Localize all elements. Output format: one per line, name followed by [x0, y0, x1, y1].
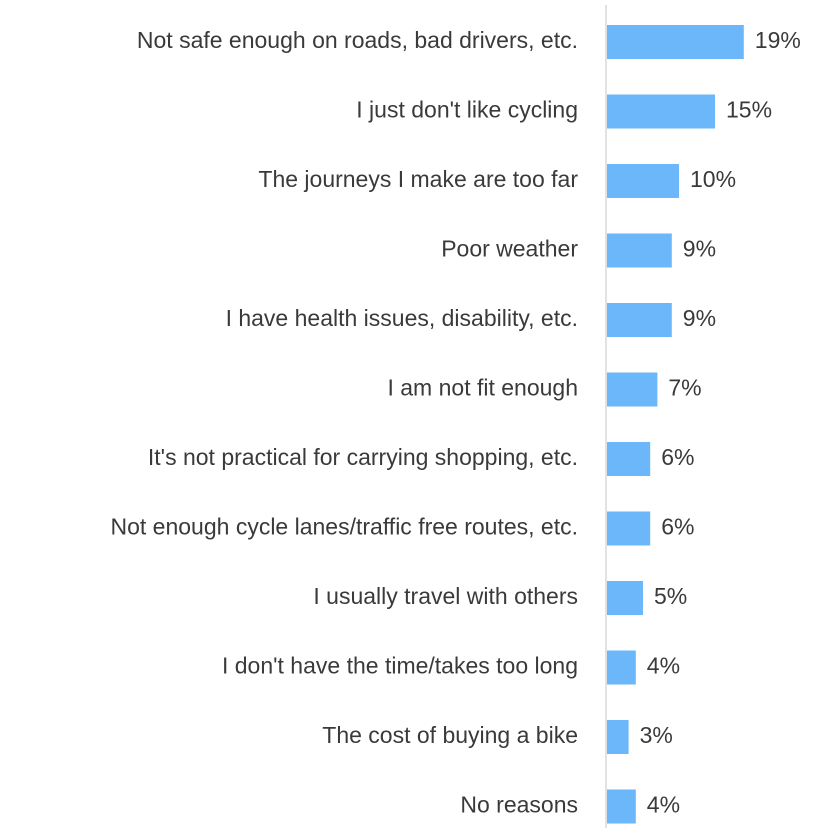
value-label: 4% [647, 653, 680, 679]
value-label: 10% [690, 166, 736, 192]
value-label: 6% [661, 444, 694, 470]
value-label: 9% [683, 305, 716, 331]
bar [607, 303, 672, 337]
category-label: Poor weather [441, 236, 578, 262]
value-label: 3% [640, 722, 673, 748]
value-label: 9% [683, 236, 716, 262]
bar [607, 442, 651, 476]
category-label: I am not fit enough [387, 375, 578, 401]
value-label: 19% [755, 27, 801, 53]
bar [607, 720, 629, 754]
bar [607, 372, 658, 407]
value-label: 7% [668, 375, 701, 401]
value-label: 5% [654, 583, 687, 609]
bar [607, 164, 679, 198]
category-label: The cost of buying a bike [322, 722, 578, 748]
category-label: I usually travel with others [313, 583, 578, 609]
bar [607, 511, 651, 546]
category-label: I have health issues, disability, etc. [226, 305, 578, 331]
value-label: 15% [726, 97, 772, 123]
bar [607, 233, 672, 268]
category-label: Not safe enough on roads, bad drivers, e… [137, 27, 578, 53]
bar [607, 650, 636, 685]
value-label: 6% [661, 514, 694, 540]
category-label: Not enough cycle lanes/traffic free rout… [111, 514, 579, 540]
bar [607, 581, 643, 615]
value-label: 4% [647, 792, 680, 818]
category-label: The journeys I make are too far [258, 166, 578, 192]
category-label: I just don't like cycling [356, 97, 578, 123]
category-label: It's not practical for carrying shopping… [148, 444, 578, 470]
bar [607, 94, 715, 129]
category-label: No reasons [460, 792, 578, 818]
bar [607, 789, 636, 824]
bar [607, 25, 744, 59]
category-label: I don't have the time/takes too long [222, 653, 578, 679]
